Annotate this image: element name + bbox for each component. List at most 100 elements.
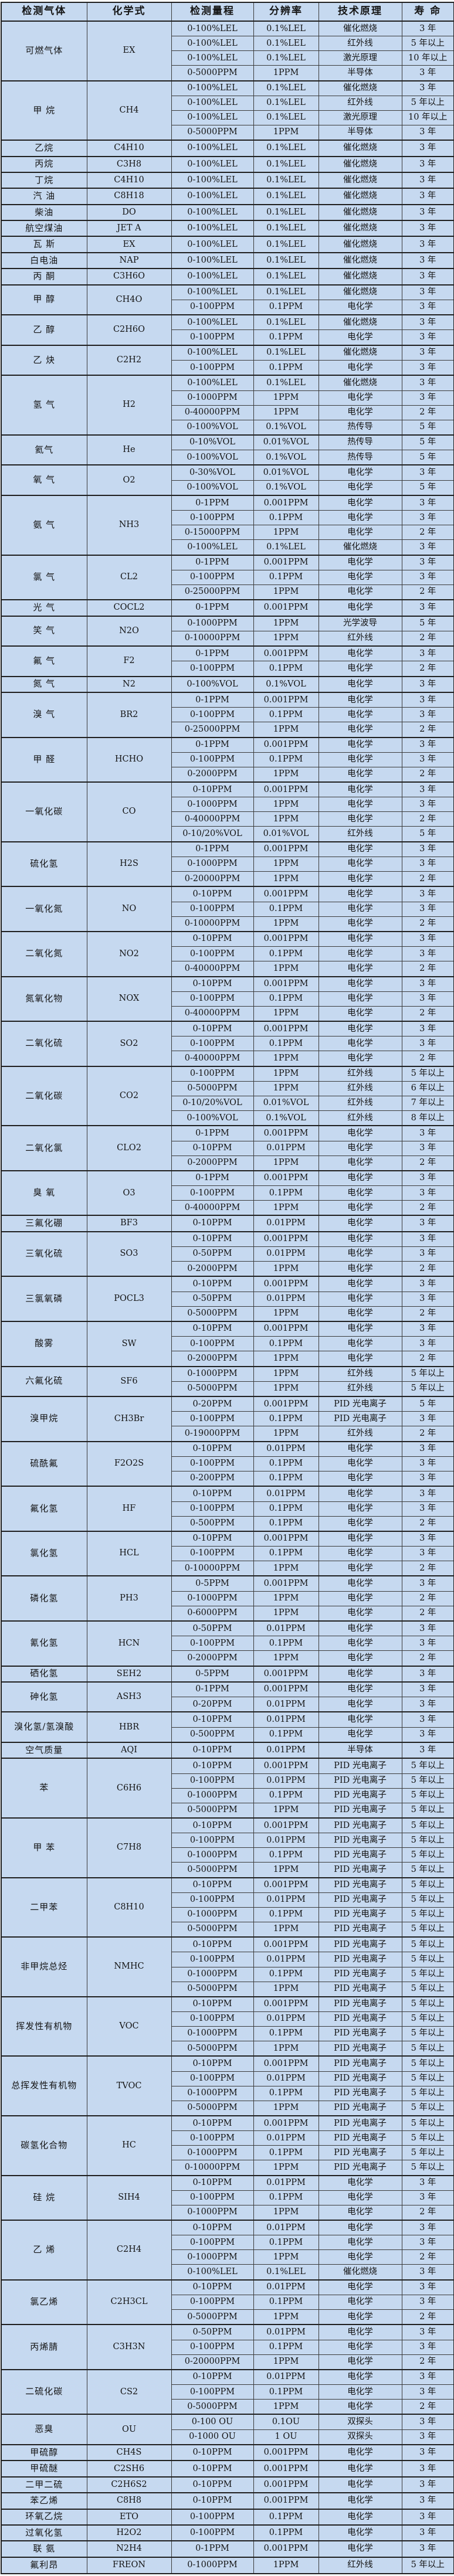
range-cell: 0-100%LEL (171, 203, 254, 221)
principle-cell: PID 光电离子 (318, 1817, 402, 1834)
gas-name-cell: 一氧化碳 (1, 781, 87, 842)
table-row: 0-40000PPM 1PPM 电化学 2 年 (1, 1200, 454, 1216)
gas-name-cell: 二氧化氮 (1, 930, 87, 977)
gas-name-cell: 二甲苯 (1, 1877, 87, 1938)
resolution-cell: 0.1%LEL (253, 220, 319, 237)
resolution-cell: 0.001PPM (253, 2444, 319, 2461)
lifespan-cell: 5 年 (401, 434, 454, 451)
lifespan-cell: 3 年 (401, 1440, 454, 1457)
table-row: 汽 油 C8H18 0-100%LEL 0.1%LEL 催化燃烧 3 年 (1, 188, 454, 205)
principle-cell: PID 光电离子 (318, 1892, 402, 1908)
resolution-cell: 0.1PPM (253, 299, 319, 315)
lifespan-cell: 3 年 (401, 675, 454, 693)
lifespan-cell: 3 年 (401, 220, 454, 237)
resolution-cell: 0.1%VOL (253, 480, 319, 496)
table-row: 笑 气 N2O 0-1000PPM 1PPM 光学波导 5 年 (1, 615, 454, 647)
resolution-cell: 0.01PPM (253, 1892, 319, 1908)
lifespan-cell: 3 年 (401, 1665, 454, 1683)
resolution-cell: 0.1%LEL (253, 140, 319, 157)
resolution-cell: 0.01PPM (253, 1697, 319, 1712)
table-row: 0-10/20%VOL 0.01%VOL 红外线 5 年 (1, 826, 454, 842)
formula-cell: C2H3CL (86, 2279, 172, 2325)
lifespan-cell: 2 年 (401, 405, 454, 420)
lifespan-cell: 5 年以上 (401, 1833, 454, 1848)
resolution-cell: 0.1PPM (253, 1411, 319, 1427)
range-cell: 0-10PPM (171, 2476, 254, 2493)
table-row: 0-100PPM 0.1PPM 电化学 3 年 (1, 329, 454, 346)
header-formula: 化学式 (86, 2, 172, 22)
principle-cell: 电化学 (318, 1486, 402, 1502)
gas-name-cell: 笑 气 (1, 615, 87, 647)
table-row: 氢 气 H2 0-100%LEL 0.1%LEL 催化燃烧 3 年 (1, 375, 454, 436)
range-cell: 0-100PPM (171, 1952, 254, 1967)
resolution-cell: 0.001PPM (253, 1276, 319, 1292)
table-row: 0-100PPM 0.1PPM 电化学 3 年 (1, 2190, 454, 2205)
lifespan-cell: 3 年 (401, 1021, 454, 1037)
resolution-cell: 1PPM (253, 961, 319, 977)
range-cell: 0-200PPM (171, 1470, 254, 1487)
table-row: 酸雾 SW 0-10PPM 0.001PPM 电化学 3 年 (1, 1320, 454, 1367)
range-cell: 0-1000PPM (171, 390, 254, 406)
principle-cell: 电化学 (318, 1456, 402, 1471)
gas-name-cell: 丙烷 (1, 155, 87, 173)
resolution-cell: 0.001PPM (253, 1758, 319, 1774)
lifespan-cell: 3 年 (401, 299, 454, 315)
formula-cell: CH4O (86, 284, 172, 315)
resolution-cell: 0.001PPM (253, 1231, 319, 1248)
principle-cell: PID 光电离子 (318, 1802, 402, 1819)
table-row: 甲 烷 CH4 0-100%LEL 0.1%LEL 催化燃烧 3 年 (1, 80, 454, 141)
table-row: 0-100PPM 0.1PPM 电化学 3 年 (1, 752, 454, 767)
table-row: 0-5000PPM 1PPM 半导体 3 年 (1, 124, 454, 141)
table-row: 0-19000PPM 1PPM 红外线 2 年 (1, 1426, 454, 1442)
resolution-cell: 0.01PPM (253, 1486, 319, 1502)
principle-cell: 电化学 (318, 2384, 402, 2400)
range-cell: 0-10PPM (171, 1320, 254, 1337)
formula-cell: JET A (86, 220, 172, 237)
principle-cell: 红外线 (318, 1365, 402, 1382)
resolution-cell: 0.001PPM (253, 599, 319, 617)
lifespan-cell: 3 年 (401, 1575, 454, 1592)
principle-cell: 电化学 (318, 2204, 402, 2221)
resolution-cell: 1PPM (253, 1981, 319, 1997)
lifespan-cell: 3 年 (401, 1185, 454, 1201)
lifespan-cell: 5 年以上 (401, 2026, 454, 2042)
principle-cell: 红外线 (318, 630, 402, 647)
formula-cell: CH4 (86, 80, 172, 141)
range-cell: 0-40000PPM (171, 1051, 254, 1067)
principle-cell: PID 光电离子 (318, 1833, 402, 1848)
principle-cell: 电化学 (318, 405, 402, 420)
lifespan-cell: 3 年 (401, 1246, 454, 1262)
range-cell: 0-100PPM (171, 2011, 254, 2027)
principle-cell: 电化学 (318, 1005, 402, 1022)
lifespan-cell: 2 年 (401, 584, 454, 600)
table-row: 联 氨 N2H4 0-1PPM 0.001PPM 电化学 3 年 (1, 2540, 454, 2558)
resolution-cell: 0.001PPM (253, 930, 319, 947)
table-row: 0-1000 OU 1 OU 双探头 3 年 (1, 2429, 454, 2445)
lifespan-cell: 3 年 (401, 1727, 454, 1743)
table-row: 0-40000PPM 1PPM 电化学 2 年 (1, 405, 454, 420)
principle-cell: 热传导 (318, 450, 402, 465)
range-cell: 0-100PPM (171, 510, 254, 526)
resolution-cell: 0.1PPM (253, 946, 319, 962)
range-cell: 0-10PPM (171, 1276, 254, 1292)
range-cell: 0-1PPM (171, 599, 254, 617)
resolution-cell: 0.1PPM (253, 707, 319, 723)
gas-name-cell: 六氟化硫 (1, 1365, 87, 1397)
lifespan-cell: 2 年 (401, 1306, 454, 1322)
resolution-cell: 0.001PPM (253, 1575, 319, 1592)
resolution-cell: 0.1%LEL (253, 188, 319, 205)
range-cell: 0-10PPM (171, 2115, 254, 2132)
lifespan-cell: 3 年 (401, 1291, 454, 1307)
table-row: 0-5000PPM 1PPM 红外线 6 年以上 (1, 1080, 454, 1096)
formula-cell: He (86, 434, 172, 465)
resolution-cell: 1PPM (253, 1591, 319, 1606)
formula-cell: FREON (86, 2556, 172, 2574)
gas-name-cell: 恶臭 (1, 2414, 87, 2445)
principle-cell: 催化燃烧 (318, 375, 402, 391)
lifespan-cell: 3 年 (401, 2190, 454, 2205)
resolution-cell: 0.001PPM (253, 1021, 319, 1037)
lifespan-cell: 5 年以上 (401, 95, 454, 111)
principle-cell: 电化学 (318, 599, 402, 617)
range-cell: 0-100PPM (171, 329, 254, 346)
resolution-cell: 0.1%LEL (253, 236, 319, 253)
